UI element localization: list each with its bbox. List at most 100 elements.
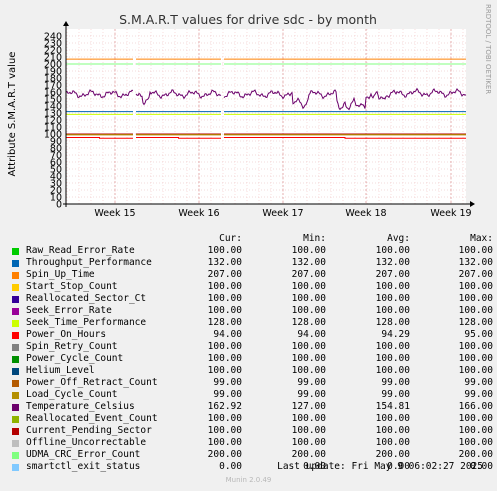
legend-name: Current_Pending_Sector	[26, 425, 152, 436]
legend-avg: 128.00	[375, 317, 410, 328]
x-tick-label: Week 16	[178, 208, 219, 219]
y-tick-label: 10	[50, 193, 62, 204]
legend-avg: 207.00	[375, 269, 410, 280]
legend-name: Temperature_Celsius	[26, 401, 135, 412]
legend-max: 100.00	[458, 281, 493, 292]
col-cur-header: Cur:	[219, 233, 242, 244]
y-axis-arrow-icon	[63, 21, 69, 26]
legend-cur: 99.00	[213, 377, 242, 388]
legend-swatch	[12, 308, 19, 315]
y-tick-label: 140	[44, 102, 62, 113]
y-tick-label: 90	[50, 137, 62, 148]
legend-min: 99.00	[297, 377, 326, 388]
y-tick-label: 40	[50, 172, 62, 183]
legend-name: Seek_Time_Performance	[26, 317, 147, 328]
legend-avg: 100.00	[375, 245, 410, 256]
legend-swatch	[12, 368, 19, 375]
legend-min: 0.00	[303, 461, 326, 472]
legend-swatch	[12, 272, 19, 279]
legend-avg: 94.29	[381, 329, 410, 340]
y-tick-label: 150	[44, 95, 62, 106]
x-tick-label: Week 17	[262, 208, 303, 219]
legend-min: 100.00	[291, 365, 326, 376]
series-line-power-on-hours	[224, 137, 466, 139]
legend-avg: 200.00	[375, 449, 410, 460]
legend-swatch	[12, 320, 19, 327]
legend-min: 100.00	[291, 341, 326, 352]
y-tick-label: 20	[50, 186, 62, 197]
legend-min: 207.00	[291, 269, 326, 280]
legend-max: 166.00	[458, 401, 493, 412]
y-tick-label: 50	[50, 165, 62, 176]
legend-avg: 100.00	[375, 305, 410, 316]
legend-min: 100.00	[291, 425, 326, 436]
legend-swatch	[12, 464, 19, 471]
legend-max: 132.00	[458, 257, 493, 268]
legend-max: 100.00	[458, 425, 493, 436]
legend-avg: 100.00	[375, 293, 410, 304]
y-tick-label: 130	[44, 109, 62, 120]
legend-name: UDMA_CRC_Error_Count	[26, 449, 141, 460]
legend-max: 207.00	[458, 269, 493, 280]
legend-max: 100.00	[458, 365, 493, 376]
legend-name: Power_Off_Retract_Count	[26, 377, 158, 388]
legend-min: 100.00	[291, 437, 326, 448]
col-avg-header: Avg:	[387, 233, 410, 244]
legend-avg: 100.00	[375, 437, 410, 448]
legend-cur: 100.00	[207, 365, 242, 376]
legend-cur: 94.00	[213, 329, 242, 340]
legend-cur: 100.00	[207, 281, 242, 292]
y-tick-label: 190	[44, 67, 62, 78]
legend-max: 95.00	[464, 329, 493, 340]
legend-name: Helium_Level	[26, 365, 95, 376]
legend-min: 99.00	[297, 389, 326, 400]
series-line-temperature-celsius	[223, 87, 467, 111]
legend-name: Throughput_Performance	[26, 257, 152, 268]
y-tick-label: 210	[44, 53, 62, 64]
side-label: RRDTOOL / TOBI OETIKER	[484, 4, 492, 94]
legend-name: Power_On_Hours	[26, 329, 107, 340]
legend-cur: 100.00	[207, 353, 242, 364]
col-min-header: Min:	[303, 233, 326, 244]
legend-swatch	[12, 296, 19, 303]
legend-name: Reallocated_Sector_Ct	[26, 293, 147, 304]
munin-version: Munin 2.0.49	[225, 476, 272, 484]
legend-swatch	[12, 392, 19, 399]
legend-min: 200.00	[291, 449, 326, 460]
y-tick-label: 170	[44, 81, 62, 92]
legend-min: 100.00	[291, 353, 326, 364]
chart-title: S.M.A.R.T values for drive sdc - by mont…	[119, 12, 377, 27]
legend-cur: 128.00	[207, 317, 242, 328]
legend-min: 132.00	[291, 257, 326, 268]
legend-avg: 99.00	[381, 377, 410, 388]
legend-cur: 100.00	[207, 341, 242, 352]
y-tick-label: 110	[44, 123, 62, 134]
legend-max: 100.00	[458, 353, 493, 364]
legend-cur: 0.00	[219, 461, 242, 472]
series-line-temperature-celsius	[135, 89, 222, 106]
y-tick-label: 230	[44, 39, 62, 50]
legend-swatch	[12, 440, 19, 447]
x-tick-label: Week 18	[345, 208, 386, 219]
legend-max: 100.00	[458, 341, 493, 352]
legend-max: 200.00	[458, 449, 493, 460]
legend-max: 100.00	[458, 305, 493, 316]
legend-cur: 100.00	[207, 293, 242, 304]
legend-swatch	[12, 452, 19, 459]
legend-name: Seek_Error_Rate	[26, 305, 112, 316]
legend-name: Load_Cycle_Count	[26, 389, 118, 400]
y-tick-label: 200	[44, 60, 62, 71]
legend-cur: 100.00	[207, 245, 242, 256]
legend-max: 100.00	[458, 413, 493, 424]
legend-cur: 100.00	[207, 305, 242, 316]
legend-min: 94.00	[297, 329, 326, 340]
legend-avg: 100.00	[375, 341, 410, 352]
y-axis-label: Attribute S.M.A.R.T value	[7, 52, 18, 177]
legend-name: Spin_Up_Time	[26, 269, 95, 280]
y-tick-label: 240	[44, 32, 62, 43]
series-line-power-on-hours	[66, 137, 133, 139]
x-axis-arrow-icon	[470, 201, 475, 207]
legend-swatch	[12, 284, 19, 291]
legend-swatch	[12, 260, 19, 267]
